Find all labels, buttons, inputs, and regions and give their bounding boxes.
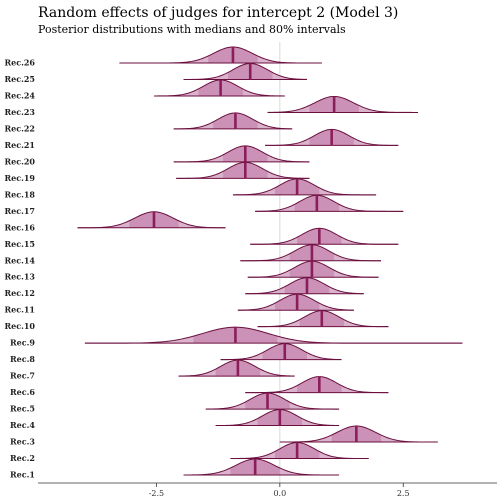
ridge-Rec.10 <box>257 310 389 328</box>
y-tick-label: Rec.5 <box>10 404 35 414</box>
ridge-Rec.24 <box>153 79 285 97</box>
y-tick-label: Rec.2 <box>10 453 35 463</box>
ridge-Rec.5 <box>205 392 340 410</box>
ridge-Rec.18 <box>232 178 377 196</box>
ridge-Rec.2 <box>230 442 369 460</box>
density-outline <box>215 409 340 427</box>
y-tick-label: Rec.18 <box>4 189 35 199</box>
ridge-Rec.21 <box>265 128 399 146</box>
ridge-Rec.9 <box>84 326 463 344</box>
ridge-Rec.15 <box>250 227 399 245</box>
ridge-Rec.11 <box>237 293 354 311</box>
y-tick-label: Rec.15 <box>4 239 35 249</box>
y-axis-labels: Rec.1 Rec.2 Rec.3 Rec.4 Rec.5 Rec.6 Rec.7 Rec.8… <box>4 58 35 480</box>
y-tick-label: Rec.7 <box>10 371 35 381</box>
ridge-Rec.17 <box>255 194 404 212</box>
y-tick-label: Rec.26 <box>4 58 35 68</box>
ridge-Rec.16 <box>77 211 226 229</box>
y-tick-label: Rec.21 <box>4 140 35 150</box>
ridge-Rec.7 <box>178 359 295 377</box>
y-tick-label: Rec.22 <box>4 123 35 133</box>
y-tick-label: Rec.8 <box>10 354 35 364</box>
density-outline <box>173 112 293 130</box>
ridge-Rec.3 <box>279 425 438 443</box>
y-tick-label: Rec.12 <box>4 288 35 298</box>
ridge-Rec.13 <box>247 260 379 278</box>
chart-subtitle: Posterior distributions with medians and… <box>38 23 346 36</box>
x-tick-label: 2.5 <box>397 489 410 498</box>
y-tick-label: Rec.20 <box>4 156 35 166</box>
y-tick-label: Rec.3 <box>10 437 35 447</box>
x-tick-label: -2.5 <box>149 489 164 498</box>
y-tick-label: Rec.11 <box>4 305 35 315</box>
ridge-Rec.19 <box>176 161 310 179</box>
chart-title: Random effects of judges for intercept 2… <box>38 5 398 21</box>
y-tick-label: Rec.13 <box>4 272 35 282</box>
y-tick-label: Rec.14 <box>4 255 35 265</box>
ridge-Rec.26 <box>119 46 322 64</box>
y-tick-label: Rec.4 <box>10 420 35 430</box>
y-tick-label: Rec.16 <box>4 222 35 232</box>
ridge-Rec.6 <box>245 376 389 394</box>
density-outline <box>245 277 364 295</box>
y-tick-label: Rec.23 <box>4 107 35 117</box>
density-outline <box>220 343 342 361</box>
ridge-Rec.4 <box>215 409 340 427</box>
x-axis-ticks: -2.5 0.0 2.5 <box>149 483 410 498</box>
ridge-Rec.20 <box>173 145 310 163</box>
ridge-Rec.12 <box>245 277 364 295</box>
y-tick-label: Rec.25 <box>4 74 35 84</box>
ridge-Rec.8 <box>220 343 342 361</box>
y-tick-label: Rec.24 <box>4 90 35 100</box>
y-tick-label: Rec.1 <box>10 470 35 480</box>
ridge-layer <box>77 46 463 476</box>
ridge-Rec.1 <box>183 458 340 476</box>
ridge-Rec.25 <box>183 62 307 80</box>
x-tick-label: 0.0 <box>273 489 286 498</box>
y-tick-label: Rec.17 <box>4 206 35 216</box>
y-tick-label: Rec.10 <box>4 321 35 331</box>
ridge-Rec.23 <box>267 95 419 113</box>
y-tick-label: Rec.19 <box>4 173 35 183</box>
ridge-Rec.22 <box>173 112 293 130</box>
y-tick-label: Rec.9 <box>10 338 35 348</box>
y-tick-label: Rec.6 <box>10 387 35 397</box>
ridge-Rec.14 <box>240 244 382 262</box>
